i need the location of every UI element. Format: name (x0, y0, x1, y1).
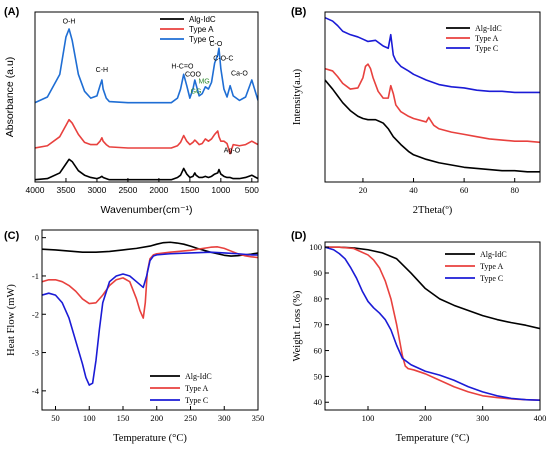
panel-letter: (B) (291, 6, 307, 18)
peak-annotation: Ag-O (224, 148, 241, 155)
x-tick-label: 80 (510, 185, 519, 195)
y-tick-label: -3 (32, 348, 39, 358)
x-tick-label: 300 (476, 413, 489, 423)
series-line-3 (325, 246, 540, 401)
y-axis-label: Weight Loss (%) (292, 290, 303, 361)
x-tick-label: 50 (51, 413, 60, 423)
series-line-3 (325, 16, 540, 94)
legend-entry: Type A (475, 34, 498, 43)
y-tick-label: 60 (314, 346, 323, 356)
x-tick-label: 40 (409, 185, 418, 195)
panel-letter: (A) (4, 6, 20, 18)
x-tick-label: 500 (245, 185, 259, 195)
legend-entry: Alg-IdC (189, 15, 216, 24)
series-line-1 (325, 246, 540, 330)
legend-entry: Alg-IdC (185, 372, 212, 381)
x-axis-label: Temperature (°C) (113, 433, 187, 444)
y-tick-label: 70 (314, 320, 323, 330)
x-tick-label: 3500 (57, 185, 76, 195)
x-tick-label: 1000 (211, 185, 230, 195)
legend-entry: Type C (480, 274, 503, 283)
y-tick-label: -4 (32, 386, 40, 396)
y-axis-label: Absorbance (a.u) (4, 57, 16, 138)
peak-annotation: C-H (96, 67, 108, 74)
x-tick-label: 200 (419, 413, 432, 423)
x-tick-label: 2000 (149, 185, 168, 195)
panel-letter: (D) (291, 230, 307, 242)
chart-panel-1: 4000 3500 3000 2500 2000 1500 1000 500 Wavenumbe… (4, 11, 259, 216)
chart-panel-3: 50 100 150 200 250 300 350 0 -1 -2 -3 -4 Temperature… (6, 229, 265, 444)
x-axis-label: Wavenumber(cm⁻¹) (100, 204, 192, 216)
y-tick-label: -2 (32, 309, 39, 319)
peak-annotation: O-H (63, 18, 76, 25)
y-tick-label: 90 (314, 268, 323, 278)
peak-annotation: MG (198, 78, 209, 85)
legend-entry: Alg-IdC (480, 250, 507, 259)
legend-entry: Type C (185, 396, 208, 405)
y-tick-label: 50 (314, 371, 323, 381)
x-tick-label: 2500 (118, 185, 137, 195)
x-axis-label: Temperature (°C) (396, 433, 470, 444)
x-tick-label: 1500 (180, 185, 199, 195)
peak-annotation: Ca-O (231, 70, 248, 77)
x-tick-label: 60 (460, 185, 469, 195)
y-tick-label: 40 (314, 397, 323, 407)
chart-panel-2: 20 40 60 802Theta(º)Intensity(a.u)Alg-IdCTy… (292, 11, 541, 216)
x-tick-label: 400 (534, 413, 547, 423)
series-line-1 (42, 241, 258, 257)
y-tick-label: 0 (35, 233, 39, 243)
legend-entry: Type A (189, 25, 214, 34)
x-tick-label: 100 (83, 413, 96, 423)
x-tick-label: 3000 (87, 185, 106, 195)
series-line-1 (35, 158, 258, 181)
peak-annotation: COO (185, 72, 202, 79)
legend-entry: Type C (475, 44, 498, 53)
series-line-2 (35, 118, 258, 155)
series-line-1 (325, 79, 540, 173)
plot-frame (41, 229, 259, 411)
y-axis-label: Intensity(a.u) (292, 68, 303, 125)
x-axis-label: 2Theta(º) (413, 205, 453, 216)
peak-annotation: GG (191, 89, 202, 96)
series-line-2 (325, 246, 540, 401)
y-axis-label: Heat Flow (mW) (6, 284, 17, 356)
x-tick-label: 20 (359, 185, 368, 195)
panel-letter: (C) (4, 230, 20, 242)
x-tick-label: 300 (218, 413, 231, 423)
plot-frame (324, 241, 541, 411)
x-tick-label: 250 (184, 413, 197, 423)
y-tick-label: 80 (314, 294, 323, 304)
series-line-2 (325, 63, 540, 144)
legend-entry: Type A (480, 262, 503, 271)
legend-entry: Type A (185, 384, 208, 393)
x-tick-label: 100 (362, 413, 375, 423)
x-tick-label: 200 (150, 413, 163, 423)
peak-annotation: H-C=O (171, 64, 194, 71)
y-tick-label: 100 (309, 242, 322, 252)
peak-annotation: C-O-C (213, 56, 233, 63)
y-tick-label: -1 (32, 271, 39, 281)
legend-entry: Alg-IdC (475, 24, 502, 33)
chart-panel-4: 100 200 300 400 40 50 60 70 80 90 100 Temperature (… (292, 241, 547, 444)
plot-frame (34, 11, 259, 183)
peak-annotation: C-O (209, 41, 222, 48)
series-line-3 (35, 28, 258, 104)
x-tick-label: 350 (252, 413, 265, 423)
legend-entry: Type C (189, 35, 215, 44)
series-line-2 (42, 246, 258, 319)
plot-frame (324, 11, 541, 183)
x-tick-label: 4000 (26, 185, 45, 195)
series-line-3 (42, 251, 258, 386)
x-tick-label: 150 (117, 413, 130, 423)
